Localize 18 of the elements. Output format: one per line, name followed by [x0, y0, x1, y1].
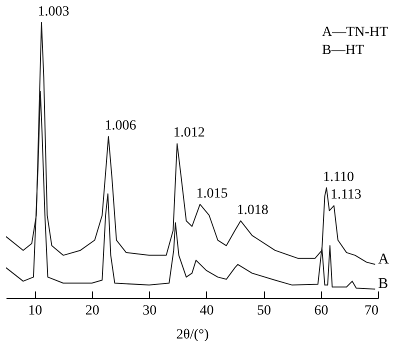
x-tick-label: 50 [257, 304, 272, 318]
series-label: A [378, 251, 390, 268]
x-tick-label: 40 [200, 304, 214, 318]
annotation: A—TN-HT [322, 25, 389, 40]
x-tick-label: 20 [85, 304, 100, 318]
x-tick-label: 10 [28, 304, 42, 318]
x-tick-label: 60 [314, 304, 328, 318]
series-label: B [378, 276, 388, 292]
annotation: 1.015 [196, 186, 228, 202]
annotation: 1.113 [330, 188, 362, 203]
x-tick-label: 70 [364, 304, 378, 318]
annotation: 1.110 [323, 170, 354, 185]
annotation: 1.012 [173, 126, 205, 141]
annotation: 1.006 [104, 118, 136, 134]
annotation: B—HT [322, 43, 364, 58]
annotation: 1.018 [236, 202, 268, 218]
annotation: 1.003 [38, 4, 70, 20]
x-tick-label: 30 [142, 304, 157, 318]
